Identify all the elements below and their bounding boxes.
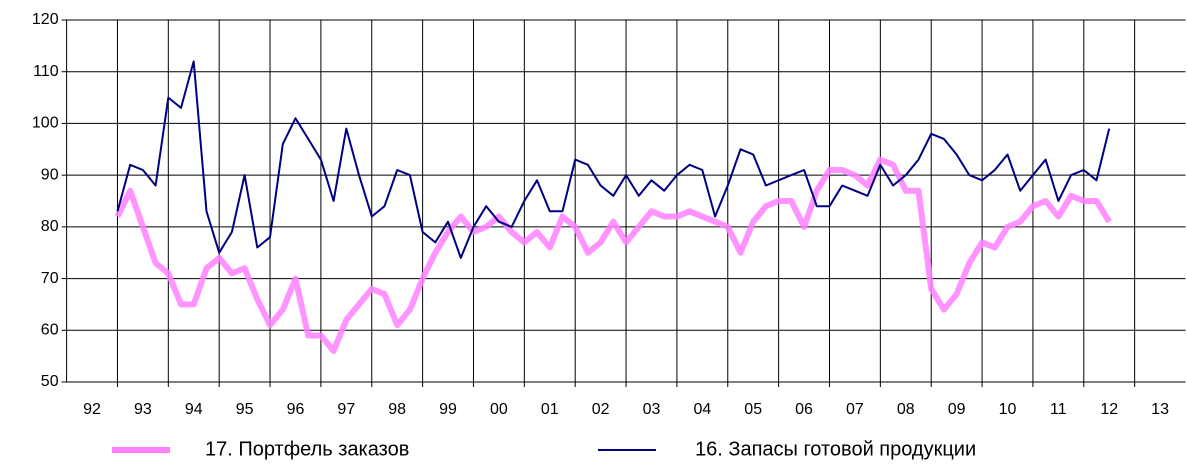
x-tick-label: 09 [948,401,966,418]
x-tick-label: 00 [490,401,508,418]
x-tick-label: 96 [287,401,305,418]
y-tick-label: 90 [41,166,59,183]
x-tick-label: 10 [999,401,1017,418]
x-tick-label: 98 [388,401,406,418]
y-tick-label: 50 [41,373,59,390]
legend-label: 17. Портфель заказов [205,438,409,460]
x-tick-label: 94 [185,401,203,418]
x-tick-label: 03 [643,401,661,418]
y-tick-label: 120 [32,11,59,28]
series-line [114,156,1112,354]
y-tick-label: 110 [33,63,59,80]
x-tick-label: 92 [83,401,101,418]
y-tick-label: 80 [41,218,59,235]
x-tick-label: 07 [846,401,864,418]
x-tick-label: 06 [795,401,813,418]
y-tick-label: 60 [41,322,59,339]
x-tick-label: 08 [897,401,915,418]
x-tick-label: 01 [541,401,559,418]
x-tick-label: 97 [337,401,355,418]
y-tick-label: 100 [32,115,59,132]
x-tick-label: 02 [592,401,610,418]
x-tick-label: 11 [1050,401,1067,418]
x-tick-label: 99 [439,401,457,418]
x-tick-label: 05 [744,401,762,418]
series-line [116,60,1111,259]
x-tick-label: 04 [693,401,711,418]
y-tick-label: 70 [41,270,59,287]
x-tick-label: 13 [1151,401,1169,418]
legend-label: 16. Запасы готовой продукции [695,438,976,460]
x-tick-label: 12 [1100,401,1118,418]
x-tick-label: 93 [134,401,152,418]
x-tick-label: 95 [236,401,254,418]
